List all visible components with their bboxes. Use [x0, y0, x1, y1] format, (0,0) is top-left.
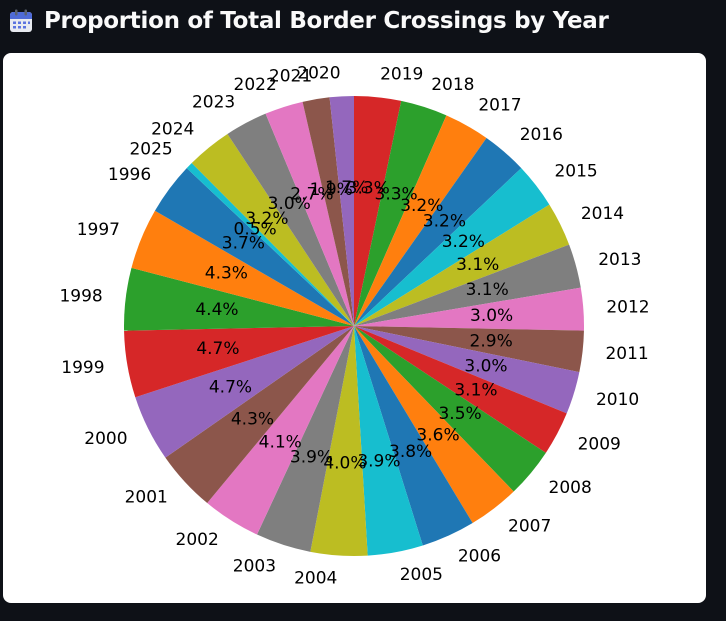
pie-slice-2016 [354, 137, 522, 326]
percent-label-2001: 4.3% [231, 409, 274, 429]
year-label-1996: 1996 [108, 165, 151, 185]
pie-slice-2019 [354, 96, 402, 326]
year-label-2009: 2009 [578, 434, 621, 454]
page-title: Proportion of Total Border Crossings by … [44, 8, 609, 34]
year-label-2025: 2025 [129, 139, 172, 159]
year-label-2010: 2010 [596, 390, 639, 410]
pie-slice-2015 [354, 168, 550, 326]
pie-slice-2013 [354, 244, 581, 326]
pie-slice-2020 [329, 96, 354, 326]
year-label-2024: 2024 [151, 120, 194, 140]
percent-label-2021: 1.9% [310, 180, 353, 200]
pie-slice-2004 [310, 326, 368, 556]
chart-panel: 3.3% 3.3% 3.2% 3.2% 3.2% 3.1% 3.1% 3.0% 2.9% 3.0%… [3, 53, 706, 603]
pie-slice-2010 [354, 326, 580, 414]
year-label-1999: 1999 [61, 358, 104, 378]
year-label-2022: 2022 [234, 75, 277, 95]
pie-slice-2005 [354, 326, 423, 556]
year-label-2002: 2002 [176, 530, 219, 550]
percent-label-1996: 3.7% [222, 234, 265, 254]
year-label-2000: 2000 [84, 429, 127, 449]
year-label-2004: 2004 [294, 568, 337, 588]
percent-label-2018: 3.3% [375, 185, 418, 205]
percent-label-2023: 3.0% [268, 194, 311, 214]
pie-slice-2021 [302, 97, 354, 326]
pie-slice-2006 [354, 326, 473, 546]
year-label-2023: 2023 [192, 93, 235, 113]
percent-label-2022: 2.7% [290, 185, 333, 205]
pie-slice-2024 [191, 133, 354, 326]
pie-slice-2009 [354, 326, 567, 453]
pie-slice-2014 [354, 204, 570, 326]
pie-slices [124, 96, 584, 556]
pie-slice-2025 [186, 162, 354, 326]
year-label-1998: 1998 [59, 286, 102, 306]
percent-label-2020: 1.7% [325, 178, 368, 198]
pie-slice-2003 [256, 326, 354, 552]
percent-label-2016: 3.2% [423, 212, 466, 232]
year-label-2018: 2018 [431, 75, 474, 95]
year-label-2016: 2016 [520, 125, 563, 145]
year-label-2007: 2007 [508, 517, 551, 537]
page-header: Proportion of Total Border Crossings by … [8, 4, 609, 38]
year-label-2013: 2013 [598, 250, 641, 270]
year-label-2021: 2021 [269, 66, 312, 86]
percent-label-2017: 3.2% [400, 196, 443, 216]
pie-slice-2017 [354, 115, 487, 326]
pie-slice-2002 [207, 326, 354, 535]
percent-label-2025: 0.5% [234, 220, 277, 240]
year-label-2008: 2008 [549, 478, 592, 498]
pie-chart: 3.3%3.3%3.2%3.2%3.2%3.1%3.1%3.0%2.9%3.0%… [59, 63, 649, 588]
year-label-2012: 2012 [606, 297, 649, 317]
percent-label-1997: 4.3% [205, 264, 248, 284]
year-label-2020: 2020 [297, 63, 340, 83]
percent-label-1999: 4.7% [196, 339, 239, 359]
percent-labels: 3.3%3.3%3.2%3.2%3.2%3.1%3.1%3.0%2.9%3.0%… [195, 178, 513, 474]
percent-label-2004: 4.0% [323, 454, 366, 474]
pie-slice-2001 [165, 326, 354, 504]
pie-slice-1998 [124, 267, 355, 331]
percent-label-2013: 3.1% [466, 280, 509, 300]
percent-label-2011: 2.9% [470, 331, 513, 351]
percent-label-1998: 4.4% [195, 300, 238, 320]
year-label-2017: 2017 [478, 96, 521, 116]
year-label-2003: 2003 [233, 557, 276, 577]
percent-label-2005: 3.9% [357, 452, 400, 472]
percent-label-2014: 3.1% [456, 255, 499, 275]
percent-label-2008: 3.5% [438, 404, 481, 424]
percent-label-2015: 3.2% [442, 232, 485, 252]
pie-slice-2022 [265, 101, 354, 326]
percent-label-2002: 4.1% [259, 433, 302, 453]
year-label-2006: 2006 [458, 547, 501, 567]
pie-slice-2011 [354, 326, 584, 373]
percent-label-2007: 3.6% [416, 425, 459, 445]
year-label-2011: 2011 [605, 344, 648, 364]
percent-label-2000: 4.7% [209, 378, 252, 398]
percent-label-2010: 3.0% [464, 356, 507, 376]
pie-slice-1999 [124, 326, 354, 398]
pie-slice-2000 [135, 326, 354, 458]
year-label-2001: 2001 [125, 487, 168, 507]
pie-slice-2018 [354, 100, 447, 327]
pie-slice-2012 [354, 287, 584, 331]
percent-label-2019: 3.3% [347, 179, 390, 199]
pie-slice-1997 [131, 210, 354, 326]
percent-label-2003: 3.9% [290, 447, 333, 467]
pie-slice-2008 [354, 326, 546, 492]
year-label-1997: 1997 [77, 220, 120, 240]
year-label-2019: 2019 [380, 64, 423, 84]
pie-slice-2007 [354, 326, 514, 524]
percent-label-2009: 3.1% [454, 381, 497, 401]
percent-label-2012: 3.0% [470, 306, 513, 326]
calendar-icon [10, 9, 32, 32]
year-label-2015: 2015 [554, 162, 597, 182]
year-label-2014: 2014 [581, 204, 624, 224]
year-label-2005: 2005 [400, 565, 443, 585]
pie-slice-2023 [227, 113, 354, 326]
percent-label-2006: 3.8% [389, 442, 432, 462]
pie-slice-1996 [154, 168, 354, 326]
percent-label-2024: 3.2% [245, 209, 288, 229]
